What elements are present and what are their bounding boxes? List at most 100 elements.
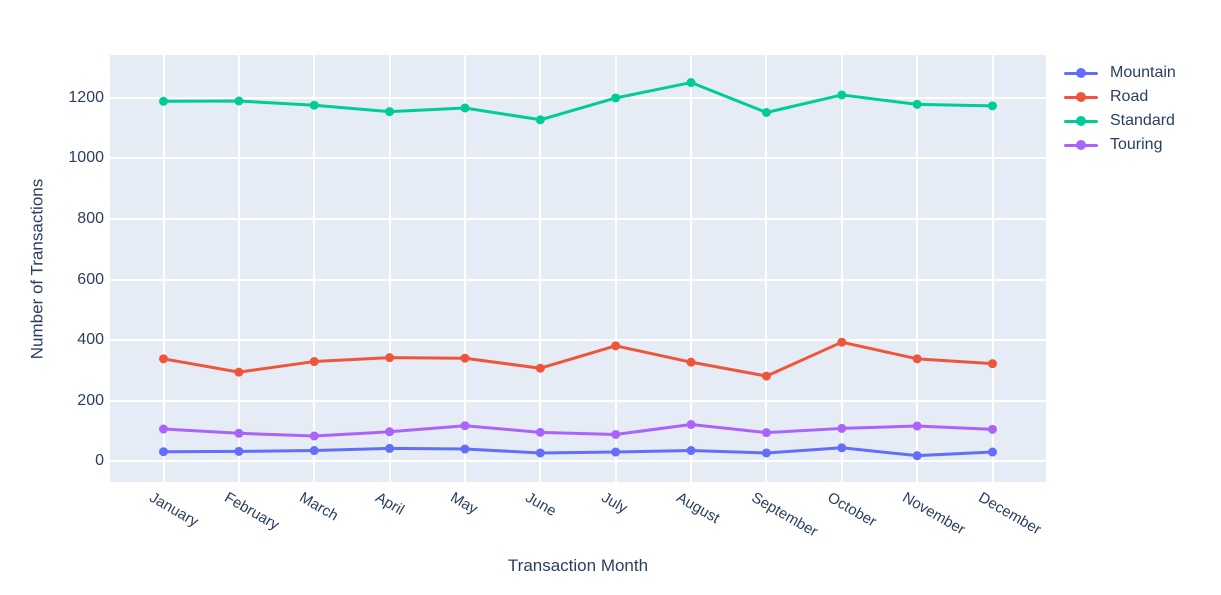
data-point-touring-october[interactable] (837, 423, 847, 433)
data-point-touring-february[interactable] (234, 428, 244, 438)
legend-label: Standard (1110, 112, 1175, 129)
legend-item-standard[interactable]: Standard (1062, 109, 1176, 133)
x-tick-label-august: August (673, 489, 723, 528)
y-axis-title: Number of Transactions (27, 178, 47, 360)
legend-line-marker-icon (1062, 140, 1102, 150)
y-gridline (110, 96, 1046, 99)
data-point-mountain-may[interactable] (460, 444, 470, 454)
data-point-touring-may[interactable] (460, 421, 470, 431)
data-point-mountain-august[interactable] (686, 446, 696, 456)
data-point-road-march[interactable] (309, 357, 319, 367)
data-point-mountain-november[interactable] (912, 451, 922, 461)
series-line-standard[interactable] (163, 81, 993, 122)
legend: Mountain Road Standard Touring (1062, 61, 1176, 157)
x-tick-label-march: March (296, 489, 342, 525)
x-gridline (614, 55, 617, 482)
y-tick-label: 1200 (68, 88, 104, 106)
x-axis-title: Transaction Month (507, 556, 649, 575)
data-point-mountain-march[interactable] (309, 446, 319, 456)
x-gridline (237, 55, 240, 482)
series-canvas (159, 78, 997, 461)
x-gridline (916, 55, 919, 482)
legend-item-touring[interactable]: Touring (1062, 133, 1176, 157)
data-point-standard-april[interactable] (385, 107, 395, 117)
data-point-standard-december[interactable] (988, 101, 997, 111)
data-point-road-january[interactable] (159, 354, 168, 364)
data-point-mountain-june[interactable] (535, 448, 545, 458)
data-point-road-july[interactable] (611, 341, 621, 351)
data-point-touring-august[interactable] (686, 420, 696, 430)
y-gridline (110, 218, 1046, 221)
data-point-standard-july[interactable] (611, 93, 621, 103)
x-tick-label-september: September (748, 489, 821, 541)
x-gridline (313, 55, 316, 482)
x-gridline (690, 55, 693, 482)
data-point-standard-august[interactable] (686, 78, 696, 88)
data-point-standard-january[interactable] (159, 96, 168, 106)
data-point-standard-february[interactable] (234, 96, 244, 106)
legend-line-marker-icon (1062, 116, 1102, 126)
x-gridline (162, 55, 165, 482)
y-gridline (110, 399, 1046, 402)
data-point-standard-september[interactable] (761, 107, 771, 117)
data-point-standard-june[interactable] (535, 115, 545, 125)
data-point-touring-july[interactable] (611, 429, 621, 439)
x-tick-label-november: November (899, 489, 969, 539)
data-point-touring-april[interactable] (385, 427, 395, 437)
data-point-road-october[interactable] (837, 337, 847, 347)
data-point-road-may[interactable] (460, 353, 470, 363)
legend-line-marker-icon (1062, 68, 1102, 78)
data-point-road-june[interactable] (535, 363, 545, 373)
series-line-touring[interactable] (163, 423, 993, 438)
y-gridline (110, 278, 1046, 281)
data-point-mountain-october[interactable] (837, 443, 847, 453)
x-gridline (840, 55, 843, 482)
y-tick-label: 200 (77, 391, 104, 409)
legend-item-road[interactable]: Road (1062, 85, 1176, 109)
y-gridline (110, 339, 1046, 342)
x-gridline (991, 55, 994, 482)
y-zeroline (110, 460, 1046, 463)
data-point-road-august[interactable] (686, 357, 696, 367)
x-tick-label-december: December (975, 489, 1044, 539)
data-point-mountain-december[interactable] (988, 447, 997, 457)
data-point-road-february[interactable] (234, 367, 244, 377)
data-point-touring-september[interactable] (761, 428, 771, 438)
x-tick-label-april: April (372, 489, 407, 519)
data-point-mountain-january[interactable] (159, 447, 168, 457)
data-point-mountain-september[interactable] (761, 448, 771, 458)
series-line-road[interactable] (163, 340, 993, 378)
data-point-mountain-february[interactable] (234, 446, 244, 456)
data-point-mountain-april[interactable] (385, 443, 395, 453)
data-point-touring-march[interactable] (309, 431, 319, 441)
plot-area[interactable] (110, 55, 1046, 482)
data-point-touring-january[interactable] (159, 424, 168, 434)
data-point-road-december[interactable] (988, 359, 997, 369)
x-tick-label-july: July (598, 489, 630, 518)
y-tick-label: 0 (95, 452, 104, 470)
data-point-touring-june[interactable] (535, 427, 545, 437)
legend-label: Mountain (1110, 64, 1176, 81)
legend-label: Touring (1110, 136, 1163, 153)
y-tick-label: 600 (77, 270, 104, 288)
series-line-mountain[interactable] (163, 446, 993, 458)
x-tick-label-february: February (221, 489, 282, 534)
y-tick-label: 1000 (68, 149, 104, 167)
y-gridline (110, 157, 1046, 160)
data-point-standard-march[interactable] (309, 100, 319, 110)
data-point-standard-october[interactable] (837, 90, 847, 100)
y-tick-label: 400 (77, 331, 104, 349)
data-point-road-november[interactable] (912, 354, 922, 364)
legend-item-mountain[interactable]: Mountain (1062, 61, 1176, 85)
x-gridline (539, 55, 542, 482)
legend-line-marker-icon (1062, 92, 1102, 102)
data-point-road-september[interactable] (761, 371, 771, 381)
data-point-standard-may[interactable] (460, 103, 470, 113)
data-point-mountain-july[interactable] (611, 447, 621, 457)
data-point-touring-december[interactable] (988, 424, 997, 434)
x-gridline (765, 55, 768, 482)
data-point-standard-november[interactable] (912, 99, 922, 109)
data-point-road-april[interactable] (385, 353, 395, 363)
data-point-touring-november[interactable] (912, 421, 922, 431)
